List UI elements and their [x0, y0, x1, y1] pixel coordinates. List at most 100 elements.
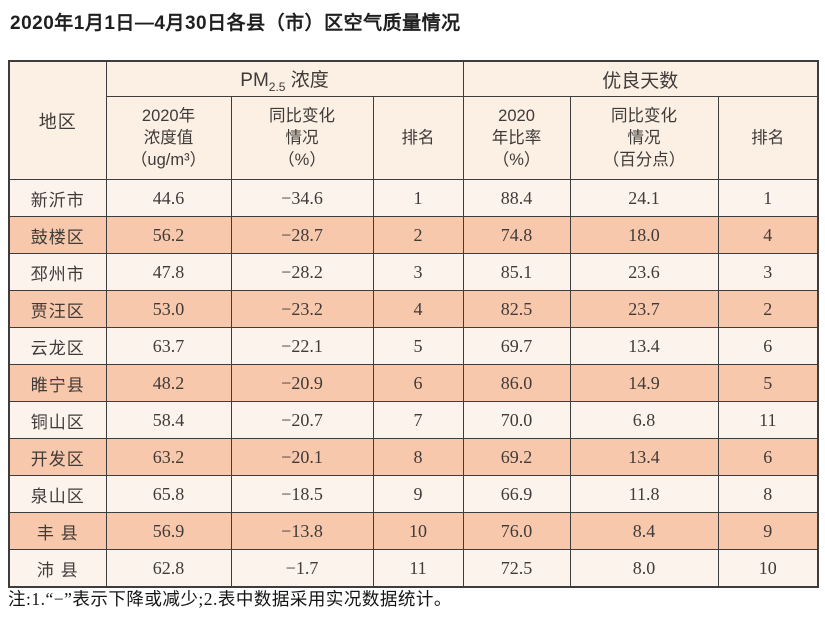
pm25-suffix-text: 浓度: [285, 69, 329, 91]
good-change-cell: 8.0: [569, 549, 719, 588]
good-change-cell: 6.8: [569, 401, 719, 439]
pm25-change-cell: −20.9: [230, 364, 374, 402]
header-good-rank: 排名: [717, 96, 819, 180]
good-change-cell: 13.4: [569, 438, 719, 476]
table-row: 邳州市 47.8 −28.2 3 85.1 23.6 3: [8, 253, 819, 291]
pm25-rank-cell: 10: [372, 512, 464, 550]
pm25-change-cell: −34.6: [230, 179, 374, 217]
good-change-cell: 24.1: [569, 179, 719, 217]
table-row: 泉山区 65.8 −18.5 9 66.9 11.8 8: [8, 475, 819, 513]
pm25-value-cell: 63.7: [105, 327, 232, 365]
pm25-value-cell: 65.8: [105, 475, 232, 513]
region-cell: 云龙区: [8, 327, 107, 365]
good-change-cell: 11.8: [569, 475, 719, 513]
pm25-value-cell: 53.0: [105, 290, 232, 328]
pm25-rank-cell: 11: [372, 549, 464, 588]
header-good-ratio: 2020 年比率 （%）: [462, 96, 571, 180]
pm25-change-cell: −22.1: [230, 327, 374, 365]
table-row: 丰 县 56.9 −13.8 10 76.0 8.4 9: [8, 512, 819, 550]
region-cell: 铜山区: [8, 401, 107, 439]
pm25-rank-cell: 8: [372, 438, 464, 476]
region-cell: 贾汪区: [8, 290, 107, 328]
air-quality-table: 地区 PM2.5 浓度 优良天数 2020年 浓度值 （ug/m³） 同比变化 …: [8, 60, 820, 588]
good-ratio-cell: 88.4: [462, 179, 571, 217]
pm25-rank-cell: 2: [372, 216, 464, 254]
header-good-days-group: 优良天数: [462, 60, 819, 97]
good-rank-cell: 11: [717, 401, 819, 439]
region-cell: 丰 县: [8, 512, 107, 550]
pm25-change-cell: −28.7: [230, 216, 374, 254]
table-row: 云龙区 63.7 −22.1 5 69.7 13.4 6: [8, 327, 819, 365]
good-rank-cell: 9: [717, 512, 819, 550]
table-row: 开发区 63.2 −20.1 8 69.2 13.4 6: [8, 438, 819, 476]
pm25-rank-cell: 9: [372, 475, 464, 513]
region-cell: 开发区: [8, 438, 107, 476]
good-ratio-cell: 76.0: [462, 512, 571, 550]
good-rank-cell: 2: [717, 290, 819, 328]
good-change-cell: 8.4: [569, 512, 719, 550]
pm25-change-cell: −23.2: [230, 290, 374, 328]
good-rank-cell: 1: [717, 179, 819, 217]
good-change-cell: 14.9: [569, 364, 719, 402]
pm25-change-cell: −20.1: [230, 438, 374, 476]
good-rank-cell: 5: [717, 364, 819, 402]
good-ratio-cell: 69.2: [462, 438, 571, 476]
region-cell: 睢宁县: [8, 364, 107, 402]
good-change-cell: 23.7: [569, 290, 719, 328]
pm25-value-cell: 48.2: [105, 364, 232, 402]
good-rank-cell: 6: [717, 438, 819, 476]
table-row: 鼓楼区 56.2 −28.7 2 74.8 18.0 4: [8, 216, 819, 254]
good-ratio-cell: 86.0: [462, 364, 571, 402]
pm25-value-cell: 47.8: [105, 253, 232, 291]
good-rank-cell: 10: [717, 549, 819, 588]
pm25-rank-cell: 3: [372, 253, 464, 291]
pm25-value-cell: 56.9: [105, 512, 232, 550]
table-group-header-row: 地区 PM2.5 浓度 优良天数: [8, 60, 819, 180]
pm25-rank-cell: 4: [372, 290, 464, 328]
good-rank-cell: 4: [717, 216, 819, 254]
header-pm25-group: PM2.5 浓度: [105, 60, 464, 97]
pm25-change-cell: −20.7: [230, 401, 374, 439]
footnote: 注:1.“−”表示下降或减少;2.表中数据采用实况数据统计。: [8, 589, 452, 609]
pm25-value-cell: 58.4: [105, 401, 232, 439]
good-ratio-cell: 82.5: [462, 290, 571, 328]
pm25-value-cell: 56.2: [105, 216, 232, 254]
table-row: 铜山区 58.4 −20.7 7 70.0 6.8 11: [8, 401, 819, 439]
table-row: 贾汪区 53.0 −23.2 4 82.5 23.7 2: [8, 290, 819, 328]
region-cell: 泉山区: [8, 475, 107, 513]
good-rank-cell: 6: [717, 327, 819, 365]
region-cell: 鼓楼区: [8, 216, 107, 254]
header-pm25-change: 同比变化 情况 （%）: [230, 96, 374, 180]
pm25-value-cell: 63.2: [105, 438, 232, 476]
good-change-cell: 23.6: [569, 253, 719, 291]
table-row: 新沂市 44.6 −34.6 1 88.4 24.1 1: [8, 179, 819, 217]
pm25-prefix-text: PM: [240, 69, 269, 91]
pm25-rank-cell: 7: [372, 401, 464, 439]
header-pm25-rank: 排名: [372, 96, 464, 180]
table-body: 新沂市 44.6 −34.6 1 88.4 24.1 1 鼓楼区 56.2 −2…: [8, 179, 819, 588]
table-subheader-row: 2020年 浓度值 （ug/m³） 同比变化 情况 （%） 排名 2020 年比…: [9, 96, 819, 180]
good-ratio-cell: 72.5: [462, 549, 571, 588]
pm25-change-cell: −28.2: [230, 253, 374, 291]
good-ratio-cell: 74.8: [462, 216, 571, 254]
table-row: 沛 县 62.8 −1.7 11 72.5 8.0 10: [8, 549, 819, 588]
header-good-change: 同比变化 情况 （百分点）: [569, 96, 719, 180]
region-cell: 邳州市: [8, 253, 107, 291]
page-title: 2020年1月1日—4月30日各县（市）区空气质量情况: [10, 13, 461, 34]
pm25-value-cell: 62.8: [105, 549, 232, 588]
good-change-cell: 13.4: [569, 327, 719, 365]
region-cell: 新沂市: [8, 179, 107, 217]
pm25-change-cell: −18.5: [230, 475, 374, 513]
table-row: 睢宁县 48.2 −20.9 6 86.0 14.9 5: [8, 364, 819, 402]
pm25-subscript-text: 2.5: [268, 79, 286, 94]
pm25-change-cell: −1.7: [230, 549, 374, 588]
pm25-rank-cell: 6: [372, 364, 464, 402]
header-pm25-value: 2020年 浓度值 （ug/m³）: [105, 96, 232, 180]
pm25-rank-cell: 5: [372, 327, 464, 365]
pm25-change-cell: −13.8: [230, 512, 374, 550]
good-ratio-cell: 85.1: [462, 253, 571, 291]
good-rank-cell: 8: [717, 475, 819, 513]
table-header: 地区 PM2.5 浓度 优良天数 2020年 浓度值 （ug/m³） 同比变化 …: [8, 60, 819, 180]
pm25-rank-cell: 1: [372, 179, 464, 217]
